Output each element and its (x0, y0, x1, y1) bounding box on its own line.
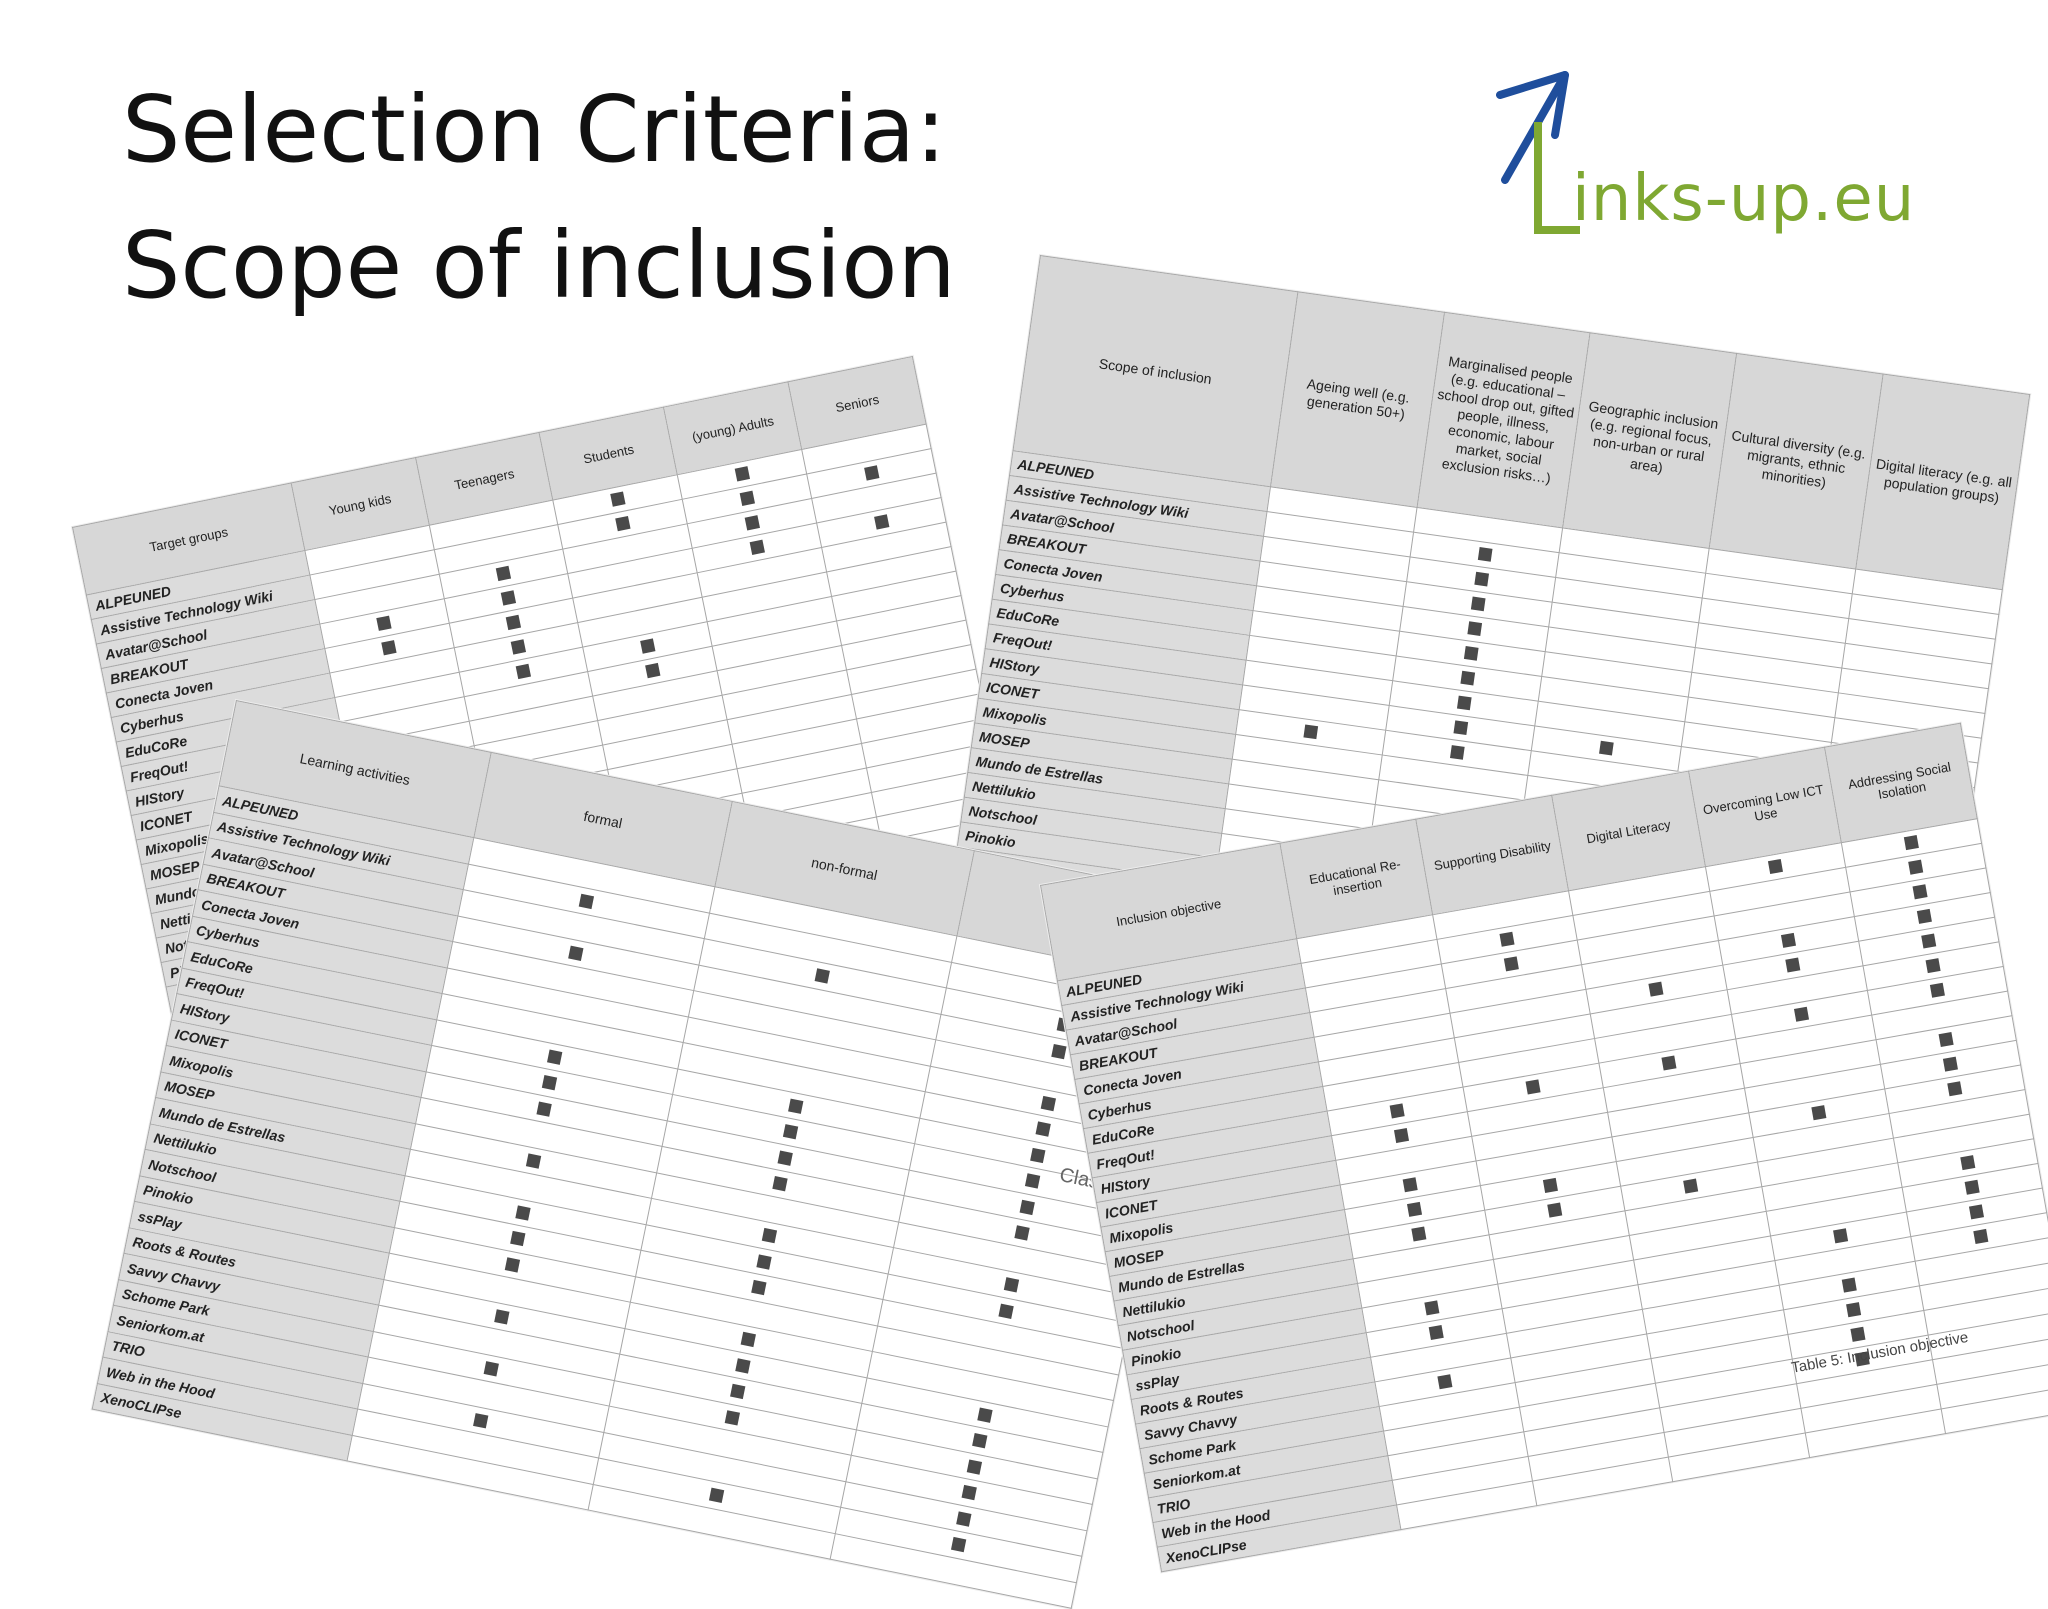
column-header: Cultural diversity (e.g. migrants, ethni… (1709, 353, 1884, 570)
table-corner-header: Scope of inclusion (1013, 255, 1298, 487)
column-header: Ageing well (e.g. generation 50+) (1270, 291, 1445, 508)
slide-title: Selection Criteria: Scope of inclusion (122, 62, 956, 334)
slide-title-line-2: Scope of inclusion (122, 212, 956, 319)
column-header: Marginalised people (e.g. educational – … (1416, 312, 1591, 528)
logo-arrow-icon (1496, 71, 1580, 234)
links-up-logo: inks-up.eu (1480, 60, 1960, 240)
column-header: Geographic inclusion (e.g. regional focu… (1563, 332, 1737, 549)
slide-title-line-1: Selection Criteria: (122, 76, 947, 183)
column-header: Digital literacy (e.g. all population gr… (1855, 374, 2030, 590)
logo-text: inks-up.eu (1572, 162, 1916, 236)
